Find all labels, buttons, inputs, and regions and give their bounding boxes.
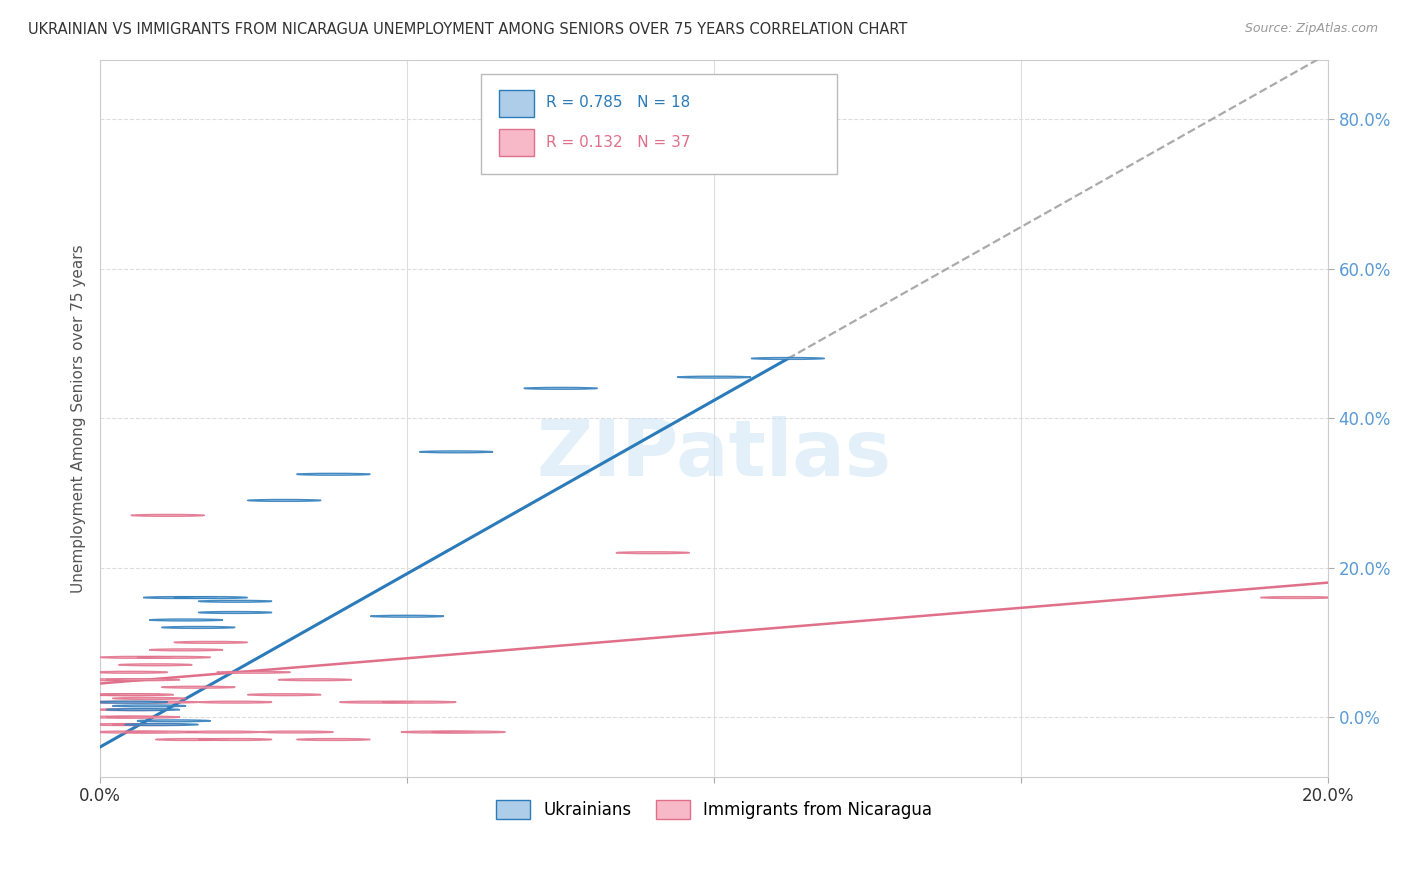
Ellipse shape <box>297 739 370 740</box>
Ellipse shape <box>76 701 149 703</box>
Ellipse shape <box>1261 597 1334 599</box>
Ellipse shape <box>419 451 494 453</box>
Ellipse shape <box>87 723 162 725</box>
FancyBboxPatch shape <box>481 74 837 174</box>
Ellipse shape <box>87 694 162 696</box>
Ellipse shape <box>247 694 321 696</box>
Legend: Ukrainians, Immigrants from Nicaragua: Ukrainians, Immigrants from Nicaragua <box>489 793 938 826</box>
Ellipse shape <box>370 615 444 617</box>
Ellipse shape <box>100 657 174 658</box>
Ellipse shape <box>94 708 167 711</box>
Ellipse shape <box>136 657 211 658</box>
Ellipse shape <box>198 701 271 703</box>
Ellipse shape <box>260 731 333 733</box>
Ellipse shape <box>107 716 180 718</box>
Ellipse shape <box>107 708 180 711</box>
Ellipse shape <box>198 612 271 614</box>
Ellipse shape <box>217 672 291 673</box>
Ellipse shape <box>340 701 413 703</box>
Ellipse shape <box>149 648 224 651</box>
Text: UKRAINIAN VS IMMIGRANTS FROM NICARAGUA UNEMPLOYMENT AMONG SENIORS OVER 75 YEARS : UKRAINIAN VS IMMIGRANTS FROM NICARAGUA U… <box>28 22 907 37</box>
Ellipse shape <box>162 686 235 688</box>
Ellipse shape <box>162 626 235 628</box>
Ellipse shape <box>198 739 271 740</box>
Ellipse shape <box>131 515 204 516</box>
Ellipse shape <box>174 597 247 599</box>
Ellipse shape <box>94 672 167 673</box>
Ellipse shape <box>107 679 180 681</box>
Ellipse shape <box>156 739 229 740</box>
Ellipse shape <box>125 701 198 703</box>
Ellipse shape <box>100 694 174 696</box>
Ellipse shape <box>94 701 167 703</box>
Text: R = 0.132   N = 37: R = 0.132 N = 37 <box>546 135 690 150</box>
Text: R = 0.785   N = 18: R = 0.785 N = 18 <box>546 95 690 110</box>
Ellipse shape <box>136 720 211 722</box>
Ellipse shape <box>432 731 505 733</box>
Ellipse shape <box>678 376 751 378</box>
Ellipse shape <box>112 723 186 725</box>
Ellipse shape <box>125 731 198 733</box>
Ellipse shape <box>174 641 247 643</box>
Ellipse shape <box>186 731 260 733</box>
FancyBboxPatch shape <box>499 129 534 156</box>
Ellipse shape <box>297 474 370 475</box>
Ellipse shape <box>524 387 598 389</box>
Ellipse shape <box>278 679 352 681</box>
Y-axis label: Unemployment Among Seniors over 75 years: Unemployment Among Seniors over 75 years <box>72 244 86 592</box>
Ellipse shape <box>401 731 475 733</box>
Ellipse shape <box>125 723 198 725</box>
Ellipse shape <box>382 701 456 703</box>
Text: Source: ZipAtlas.com: Source: ZipAtlas.com <box>1244 22 1378 36</box>
Ellipse shape <box>149 619 224 621</box>
Ellipse shape <box>616 552 689 554</box>
Ellipse shape <box>112 705 186 706</box>
Ellipse shape <box>94 731 167 733</box>
Ellipse shape <box>112 698 186 699</box>
Ellipse shape <box>82 716 156 718</box>
Ellipse shape <box>198 600 271 602</box>
Text: ZIPatlas: ZIPatlas <box>537 416 891 492</box>
Ellipse shape <box>82 679 156 681</box>
Ellipse shape <box>143 597 217 599</box>
Ellipse shape <box>247 500 321 501</box>
Ellipse shape <box>751 358 825 359</box>
Ellipse shape <box>118 664 193 665</box>
FancyBboxPatch shape <box>499 90 534 117</box>
